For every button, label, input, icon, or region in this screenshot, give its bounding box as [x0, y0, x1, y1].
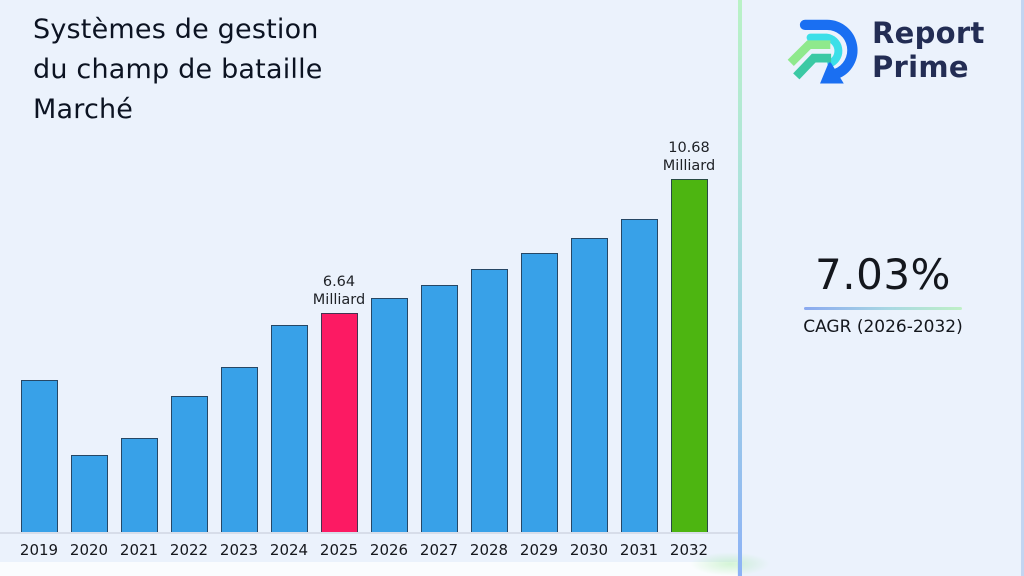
- brand-wordmark: Report Prime: [872, 16, 985, 84]
- bar-2028: [470, 269, 508, 533]
- x-tick-2023: 2023: [219, 541, 259, 559]
- x-tick-2020: 2020: [69, 541, 109, 559]
- cagr-value: 7.03%: [815, 250, 951, 299]
- cagr-block: 7.03% CAGR (2026-2032): [742, 250, 1024, 337]
- value-label-2032: 10.68 Milliard: [662, 140, 716, 174]
- x-axis-line: [0, 532, 738, 534]
- brand-word-prime: Prime: [872, 50, 969, 84]
- value-label-2025: 6.64 Milliard: [312, 274, 366, 308]
- right-edge-line: [1021, 0, 1024, 576]
- bar-2031: [620, 219, 658, 533]
- report-prime-logo-icon: [787, 19, 858, 84]
- x-tick-2027: 2027: [419, 541, 459, 559]
- bar-2020: [70, 455, 108, 533]
- x-tick-2031: 2031: [619, 541, 659, 559]
- x-tick-2021: 2021: [119, 541, 159, 559]
- bar-2021: [120, 438, 158, 533]
- right-panel: Report Prime 7.03% CAGR (2026-2032): [742, 0, 1024, 576]
- bar-2032: [670, 179, 708, 533]
- bar-2022: [170, 396, 208, 533]
- x-tick-2030: 2030: [569, 541, 609, 559]
- bar-2029: [520, 253, 558, 533]
- bar-2023: [220, 367, 258, 533]
- x-tick-2029: 2029: [519, 541, 559, 559]
- page-title-line-1: Systèmes de gestion: [33, 14, 319, 45]
- bar-2030: [570, 238, 608, 533]
- brand-word-report: Report: [872, 16, 985, 50]
- bar-2019: [20, 380, 58, 533]
- vertical-separator: [738, 0, 742, 576]
- x-tick-2022: 2022: [169, 541, 209, 559]
- chart-region: Systèmes de gestion du champ de bataille…: [0, 10, 770, 576]
- x-tick-2028: 2028: [469, 541, 509, 559]
- page-title-line-3: Marché: [33, 94, 134, 125]
- x-tick-2024: 2024: [269, 541, 309, 559]
- cagr-underline: [804, 307, 962, 310]
- chart-bottom-strip: [0, 562, 737, 576]
- bar-2025: [320, 313, 358, 533]
- page-title-line-2: du champ de bataille: [33, 54, 323, 85]
- cagr-label: CAGR (2026-2032): [803, 317, 963, 337]
- x-tick-2025: 2025: [319, 541, 359, 559]
- x-tick-2026: 2026: [369, 541, 409, 559]
- bar-2027: [420, 285, 458, 533]
- bar-2026: [370, 298, 408, 533]
- brand-block: Report Prime: [786, 12, 985, 90]
- bar-2024: [270, 325, 308, 533]
- page-title: Systèmes de gestion du champ de bataille…: [33, 10, 453, 130]
- x-tick-2019: 2019: [19, 541, 59, 559]
- x-tick-2032: 2032: [669, 541, 709, 559]
